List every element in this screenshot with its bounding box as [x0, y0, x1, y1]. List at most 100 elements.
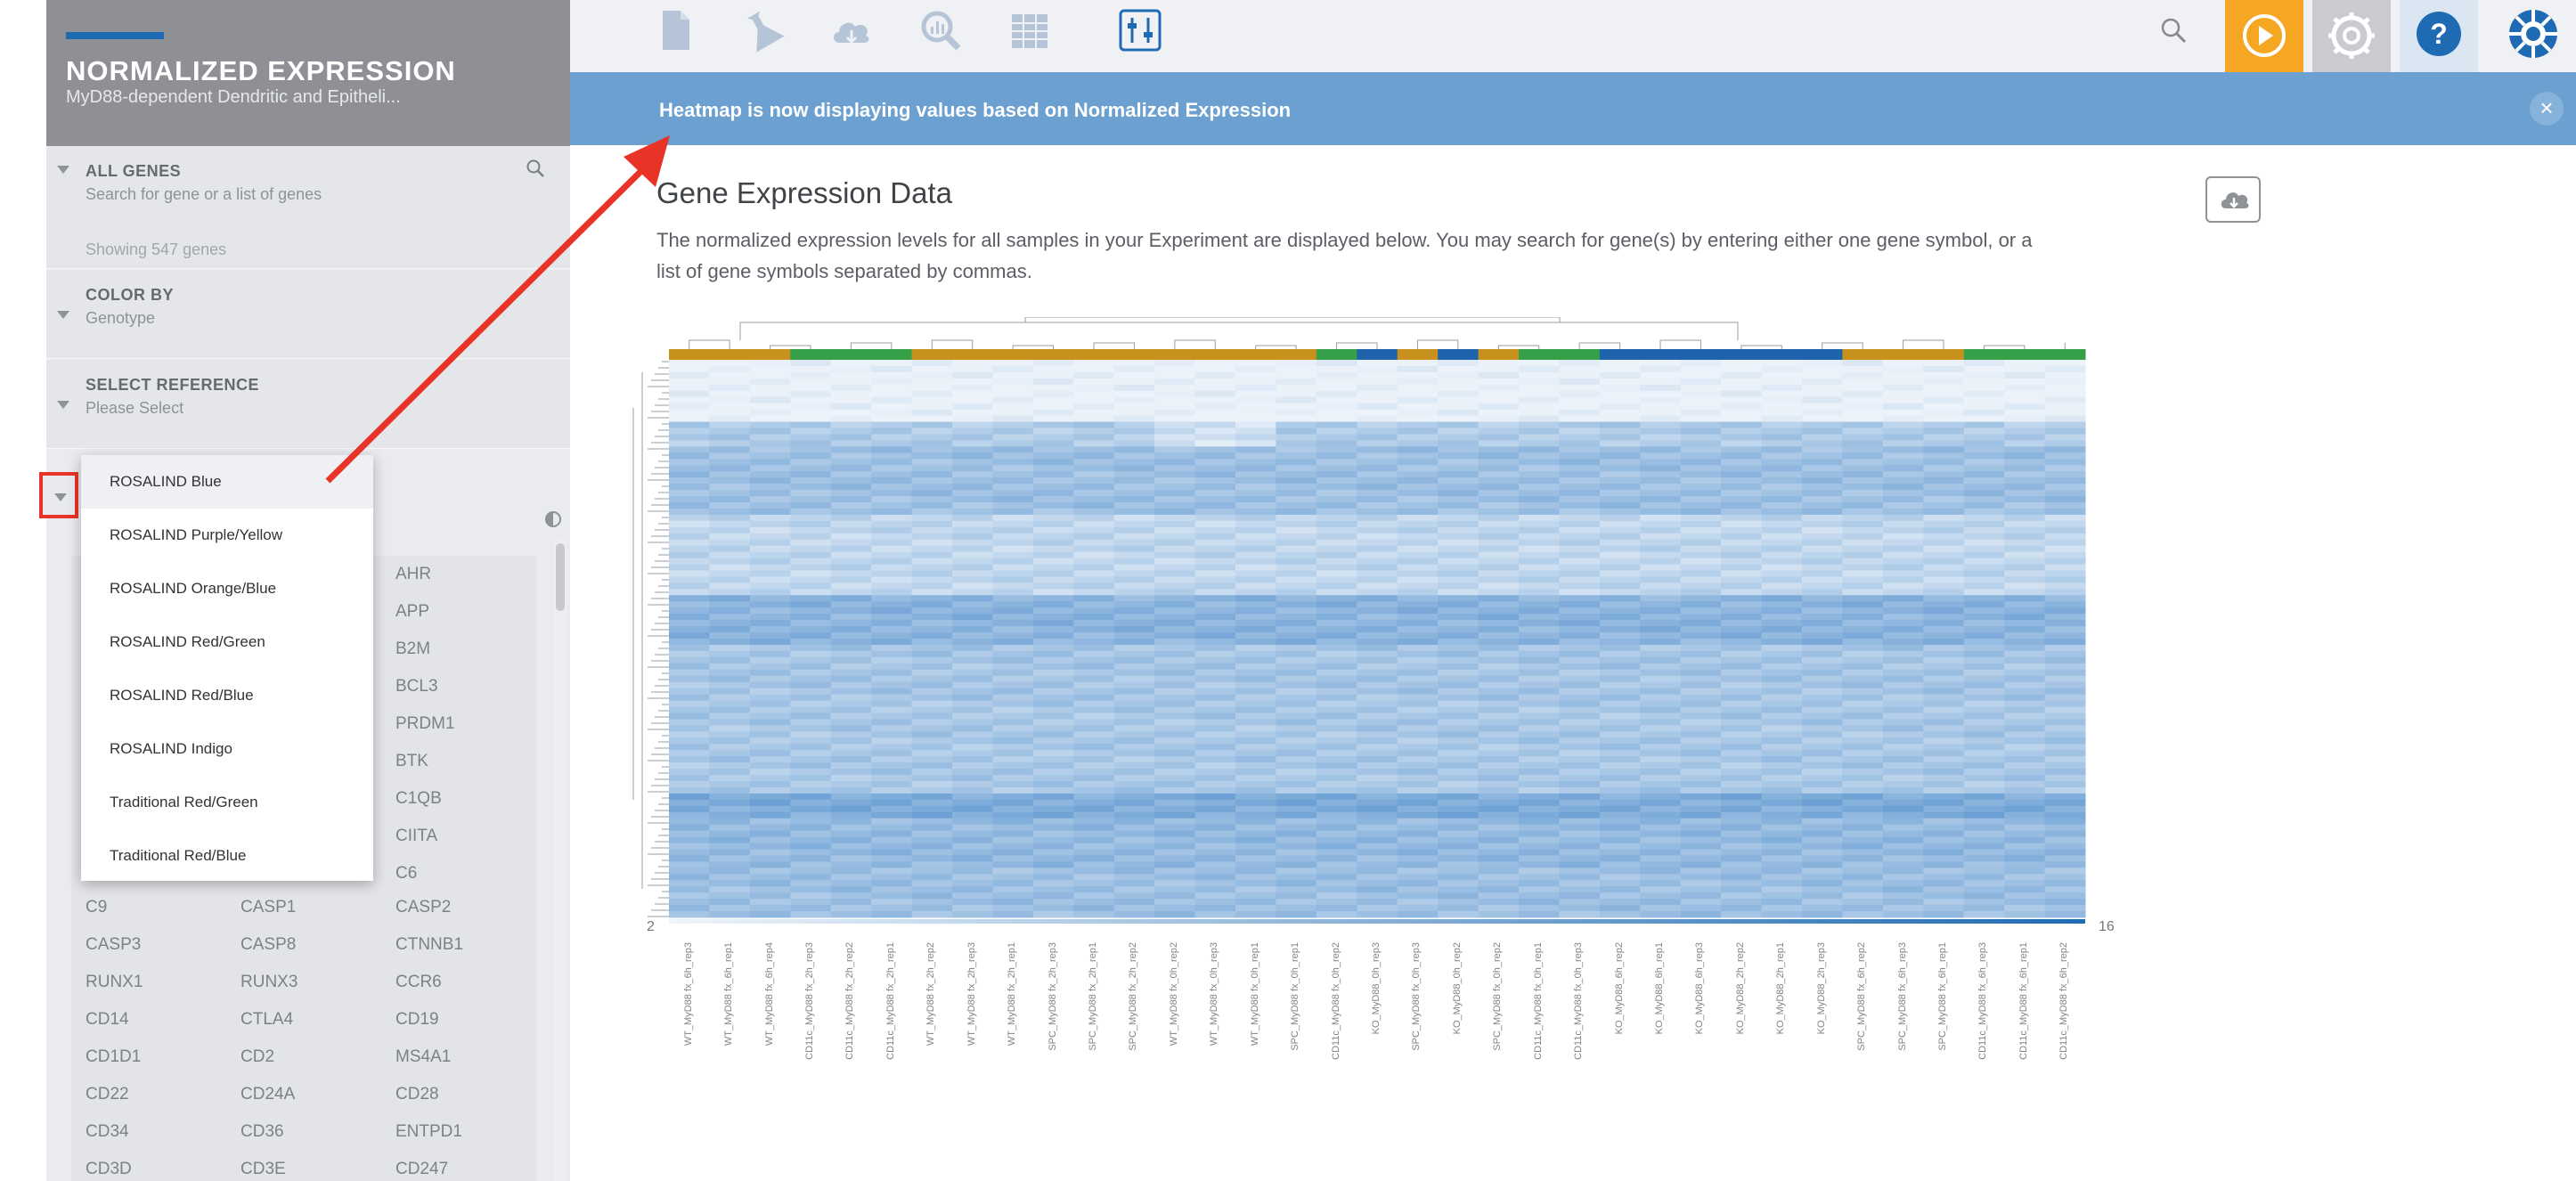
all-genes-section[interactable]: ALL GENES Search for gene or a list of g…: [46, 146, 570, 269]
heatmap-cell: [1761, 793, 1803, 801]
gene-item[interactable]: CIITA: [395, 827, 438, 845]
gene-item[interactable]: CCR6: [395, 973, 442, 991]
color-scheme-option[interactable]: ROSALIND Purple/Yellow: [110, 526, 283, 543]
heatmap-cell: [1194, 830, 1236, 838]
heatmap-cell: [1882, 496, 1924, 503]
document-icon[interactable]: [652, 7, 698, 53]
heatmap-cell: [1519, 371, 1560, 379]
heatmap-cell: [1519, 775, 1560, 782]
gene-item[interactable]: C9: [86, 898, 108, 916]
heatmap-cell: [1680, 744, 1722, 751]
select-reference-section[interactable]: SELECT REFERENCE Please Select: [46, 360, 570, 449]
select-reference-select[interactable]: Please Select: [86, 399, 184, 417]
color-scheme-option[interactable]: Traditional Red/Green: [110, 794, 258, 810]
heatmap-cell: [1599, 713, 1641, 720]
gene-item[interactable]: CASP2: [395, 898, 452, 916]
heatmap-cell: [1882, 446, 1924, 453]
settings-button[interactable]: [2312, 0, 2391, 72]
gene-item[interactable]: CD24A: [240, 1085, 296, 1104]
gene-item[interactable]: MS4A1: [395, 1047, 452, 1066]
sliders-icon[interactable]: [1117, 7, 1163, 53]
gene-item[interactable]: BCL3: [395, 677, 438, 696]
heatmap-cell: [1802, 514, 1843, 522]
heatmap-cell: [1113, 520, 1155, 528]
analysis-search-icon[interactable]: [917, 7, 964, 53]
gene-item[interactable]: CD28: [395, 1085, 439, 1104]
heatmap-cell: [1680, 694, 1722, 702]
gene-list-scrollbar[interactable]: [554, 538, 567, 1181]
gene-item[interactable]: CD1D1: [86, 1047, 142, 1066]
heatmap-cell: [952, 899, 993, 906]
color-scheme-option[interactable]: Traditional Red/Blue: [110, 847, 247, 864]
heatmap-cell: [992, 378, 1034, 386]
download-button[interactable]: [2205, 176, 2261, 223]
heatmap-cell: [709, 656, 751, 664]
color-by-section[interactable]: COLOR BY Genotype: [46, 270, 570, 359]
heatmap-cell: [1680, 786, 1722, 794]
heatmap-cell: [830, 576, 872, 583]
heatmap-cell: [1316, 656, 1357, 664]
color-scheme-option[interactable]: ROSALIND Indigo: [110, 740, 232, 757]
close-icon[interactable]: ×: [2530, 92, 2564, 126]
run-button[interactable]: [2225, 0, 2303, 72]
color-by-select[interactable]: Genotype: [86, 309, 156, 327]
heatmap-cell: [2044, 601, 2086, 608]
contrast-icon[interactable]: [545, 511, 561, 527]
gene-item[interactable]: APP: [395, 602, 430, 621]
search-icon[interactable]: [526, 159, 545, 178]
heatmap-cell: [1842, 595, 1884, 602]
search-icon[interactable]: [2159, 16, 2188, 45]
user-avatar[interactable]: [2487, 0, 2576, 72]
gene-item[interactable]: CD3E: [240, 1160, 286, 1178]
gene-item[interactable]: C6: [395, 864, 418, 883]
heatmap-cell: [1802, 843, 1843, 850]
chevron-down-icon[interactable]: [54, 493, 67, 501]
gene-item[interactable]: CD19: [395, 1010, 439, 1029]
heatmap-cell: [1882, 805, 1924, 813]
gene-item[interactable]: CTNNB1: [395, 935, 464, 954]
chevron-down-icon[interactable]: [57, 401, 69, 409]
heatmap-chart[interactable]: [602, 317, 2107, 932]
gene-item[interactable]: CD247: [395, 1160, 449, 1178]
table-icon[interactable]: [1007, 7, 1053, 53]
gene-item[interactable]: RUNX3: [240, 973, 298, 991]
color-scheme-option[interactable]: ROSALIND Orange/Blue: [110, 580, 277, 597]
gene-item[interactable]: CTLA4: [240, 1010, 294, 1029]
heatmap-cell: [1680, 384, 1722, 392]
gene-item[interactable]: ENTPD1: [395, 1122, 462, 1141]
chevron-down-icon[interactable]: [57, 166, 69, 174]
gene-item[interactable]: BTK: [395, 752, 428, 770]
color-scheme-option[interactable]: ROSALIND Blue: [81, 455, 373, 509]
gene-item[interactable]: C1QB: [395, 789, 442, 808]
gene-item[interactable]: CASP8: [240, 935, 297, 954]
heatmap-cell: [1519, 607, 1560, 615]
gene-item[interactable]: CASP3: [86, 935, 142, 954]
flask-icon[interactable]: [739, 7, 786, 53]
gene-item[interactable]: CD2: [240, 1047, 275, 1066]
gene-item[interactable]: RUNX1: [86, 973, 143, 991]
help-button[interactable]: ?: [2400, 0, 2478, 72]
heatmap-cell: [790, 793, 832, 801]
gene-item[interactable]: PRDM1: [395, 714, 455, 733]
gene-item[interactable]: CD22: [86, 1085, 129, 1104]
gene-item[interactable]: CD14: [86, 1010, 129, 1029]
gene-item[interactable]: CD3D: [86, 1160, 132, 1178]
color-scheme-option[interactable]: ROSALIND Red/Blue: [110, 687, 254, 704]
scrollbar-thumb[interactable]: [556, 543, 565, 611]
gene-search-input[interactable]: Search for gene or a list of genes: [86, 185, 322, 203]
gene-item[interactable]: CD34: [86, 1122, 129, 1141]
gene-item[interactable]: AHR: [395, 565, 432, 583]
gene-item[interactable]: CASP1: [240, 898, 297, 916]
chevron-down-icon[interactable]: [57, 311, 69, 319]
heatmap-cell: [952, 384, 993, 392]
gene-item[interactable]: CD36: [240, 1122, 284, 1141]
heatmap-cell: [1194, 471, 1236, 478]
heatmap-cell: [1842, 421, 1884, 429]
heatmap-cell: [2004, 713, 2046, 720]
color-scheme-dropdown-toggle[interactable]: [39, 472, 78, 518]
heatmap-cell: [1113, 867, 1155, 875]
heatmap-cell: [1599, 843, 1641, 850]
gene-item[interactable]: B2M: [395, 639, 431, 658]
cloud-download-icon[interactable]: [828, 7, 875, 53]
color-scheme-option[interactable]: ROSALIND Red/Green: [110, 633, 265, 650]
